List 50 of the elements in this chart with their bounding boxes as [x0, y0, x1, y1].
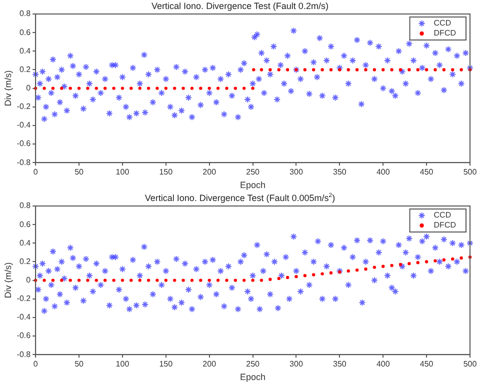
x-tick-label: 500: [463, 168, 478, 177]
legend-label: CCD: [434, 210, 452, 220]
x-tick-label: 150: [159, 168, 174, 177]
y-tick-label: -0.6: [16, 139, 32, 148]
y-tick-label: 0.6: [19, 28, 32, 37]
y-tick-label: 0.8: [19, 201, 32, 210]
y-tick-label: 0.2: [19, 256, 32, 266]
y-tick-label: 0: [26, 84, 32, 93]
legend-label: DFCD: [434, 220, 456, 230]
x-tick-label: 100: [116, 168, 130, 177]
x-tick-label: 400: [376, 168, 390, 177]
x-axis-title: Epoch: [240, 180, 266, 190]
y-tick-label: -0.4: [16, 312, 32, 322]
x-tick-label: 300: [290, 168, 304, 177]
chart-title: Vertical Iono. Divergence Test (Fault 0.005m/s$^{2}$): [144, 193, 336, 203]
x-tick-label: 400: [376, 360, 390, 369]
x-axis-title: Epoch: [240, 372, 266, 382]
x-tick-label: 50: [74, 360, 84, 369]
x-tick-label: 250: [246, 168, 260, 177]
x-tick-label: 500: [463, 360, 478, 369]
y-tick-label: -0.8: [16, 158, 32, 167]
y-tick-label: 0.4: [19, 46, 32, 56]
y-tick-label: -0.6: [16, 331, 32, 340]
chart-title: Vertical Iono. Divergence Test (Fault 0.2m/s): [150, 1, 330, 11]
y-axis-title: Div (m/s): [2, 70, 13, 106]
legend-label: CCD: [434, 18, 452, 28]
y-tick-label: 0: [26, 276, 32, 285]
y-tick-label: -0.4: [16, 120, 32, 130]
y-tick-label: 0.8: [19, 9, 32, 18]
x-tick-label: 450: [420, 360, 434, 369]
x-tick-label: 50: [74, 168, 84, 177]
y-tick-label: 0.2: [19, 64, 32, 74]
y-tick-label: -0.8: [16, 350, 32, 359]
x-tick-label: 0: [33, 168, 38, 177]
x-tick-label: 200: [202, 360, 217, 369]
y-axis-title: Div (m/s): [2, 262, 13, 298]
y-tick-label: 0.6: [19, 220, 32, 229]
x-tick-label: 0: [33, 360, 38, 369]
x-tick-label: 450: [420, 168, 434, 177]
y-tick-label: -0.2: [16, 294, 32, 304]
x-tick-label: 100: [116, 360, 130, 369]
y-tick-label: 0.4: [19, 238, 32, 248]
legend-label: DFCD: [434, 28, 456, 38]
x-tick-label: 250: [246, 360, 260, 369]
x-tick-label: 200: [202, 168, 217, 177]
x-tick-label: 150: [159, 360, 174, 369]
x-tick-label: 300: [290, 360, 304, 369]
y-tick-label: -0.2: [16, 102, 32, 112]
x-tick-label: 350: [332, 168, 347, 177]
x-tick-label: 350: [332, 360, 347, 369]
